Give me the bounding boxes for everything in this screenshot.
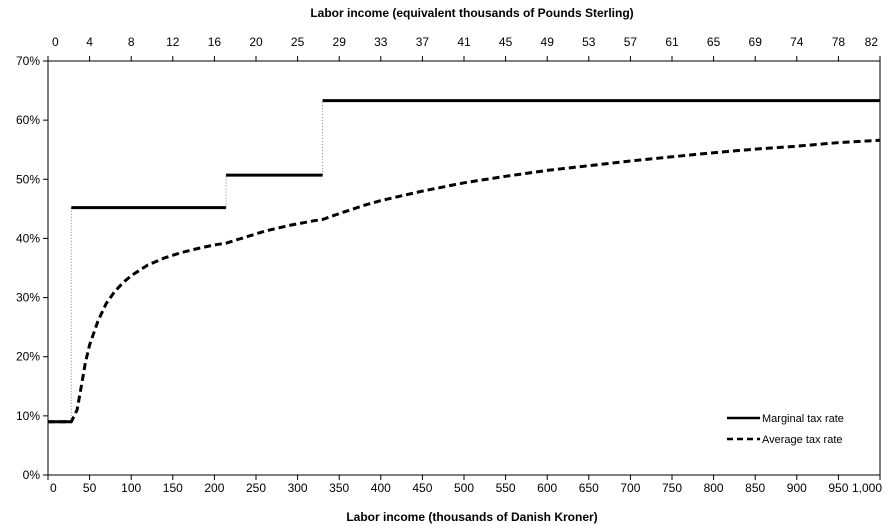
x-tick-label: 700 bbox=[620, 481, 640, 495]
top-tick-label: 49 bbox=[541, 35, 555, 49]
y-tick-label: 30% bbox=[16, 291, 40, 305]
x-tick-label: 250 bbox=[246, 481, 266, 495]
x-tick-label: 1,000 bbox=[852, 481, 882, 495]
top-tick-label: 37 bbox=[416, 35, 430, 49]
x-tick-label: 350 bbox=[329, 481, 349, 495]
top-axis-title: Labor income (equivalent thousands of Po… bbox=[310, 6, 633, 20]
x-tick-label: 600 bbox=[537, 481, 557, 495]
x-tick-label: 200 bbox=[204, 481, 224, 495]
x-tick-label: 0 bbox=[50, 481, 57, 495]
x-tick-label: 650 bbox=[579, 481, 599, 495]
average-tax-line bbox=[48, 138, 881, 424]
x-tick-label: 550 bbox=[496, 481, 516, 495]
top-axis-ticks: 0 4 8 12 16 20 25 29 33 37 41 45 49 53 57 61 65 69 74 78 82 bbox=[47, 35, 881, 61]
top-tick-label: 61 bbox=[665, 35, 679, 49]
y-tick-label: 0% bbox=[23, 468, 41, 482]
x-tick-label: 300 bbox=[288, 481, 308, 495]
y-tick-label: 70% bbox=[16, 54, 40, 68]
y-tick-label: 50% bbox=[16, 172, 40, 186]
x-tick-label: 400 bbox=[371, 481, 391, 495]
y-axis-ticks: 0% 10% 20% 30% 40% 50% 60% 70% bbox=[16, 54, 48, 482]
top-tick-label: 41 bbox=[457, 35, 471, 49]
series-layer bbox=[48, 99, 881, 424]
x-tick-label: 100 bbox=[121, 481, 141, 495]
x-tick-label: 450 bbox=[412, 481, 432, 495]
x-tick-label: 850 bbox=[745, 481, 765, 495]
y-tick-label: 40% bbox=[16, 231, 40, 245]
x-axis-ticks: 0 50 100 150 200 250 300 350 400 450 500 550 600 650 7… bbox=[47, 475, 882, 495]
y-tick-label: 20% bbox=[16, 350, 40, 364]
legend-marginal-label: Marginal tax rate bbox=[762, 413, 844, 425]
x-tick-label: 950 bbox=[828, 481, 848, 495]
x-tick-label: 800 bbox=[704, 481, 724, 495]
top-tick-label: 8 bbox=[128, 35, 135, 49]
top-tick-label: 78 bbox=[832, 35, 846, 49]
top-tick-label: 16 bbox=[208, 35, 222, 49]
y-tick-label: 60% bbox=[16, 113, 40, 127]
top-tick-label: 29 bbox=[333, 35, 347, 49]
top-tick-label: 25 bbox=[291, 35, 305, 49]
top-tick-label: 20 bbox=[249, 35, 263, 49]
x-tick-label: 50 bbox=[83, 481, 97, 495]
top-tick-label: 57 bbox=[624, 35, 638, 49]
top-tick-label: 12 bbox=[166, 35, 180, 49]
bottom-axis-title: Labor income (thousands of Danish Kroner… bbox=[346, 510, 597, 524]
top-tick-label: 45 bbox=[499, 35, 513, 49]
x-tick-label: 150 bbox=[163, 481, 183, 495]
x-tick-label: 500 bbox=[454, 481, 474, 495]
legend-average-label: Average tax rate bbox=[762, 434, 843, 446]
x-tick-label: 750 bbox=[662, 481, 682, 495]
top-tick-label: 0 bbox=[52, 35, 59, 49]
plot-frame bbox=[47, 60, 881, 476]
top-tick-label: 74 bbox=[790, 35, 804, 49]
legend: Marginal tax rate Average tax rate bbox=[727, 413, 844, 446]
y-tick-label: 10% bbox=[16, 409, 40, 423]
top-tick-label: 65 bbox=[707, 35, 721, 49]
top-tick-label: 53 bbox=[582, 35, 596, 49]
top-tick-label: 4 bbox=[86, 35, 93, 49]
x-tick-label: 900 bbox=[787, 481, 807, 495]
top-tick-label: 69 bbox=[749, 35, 763, 49]
top-tick-label: 82 bbox=[865, 35, 879, 49]
top-tick-label: 33 bbox=[374, 35, 388, 49]
